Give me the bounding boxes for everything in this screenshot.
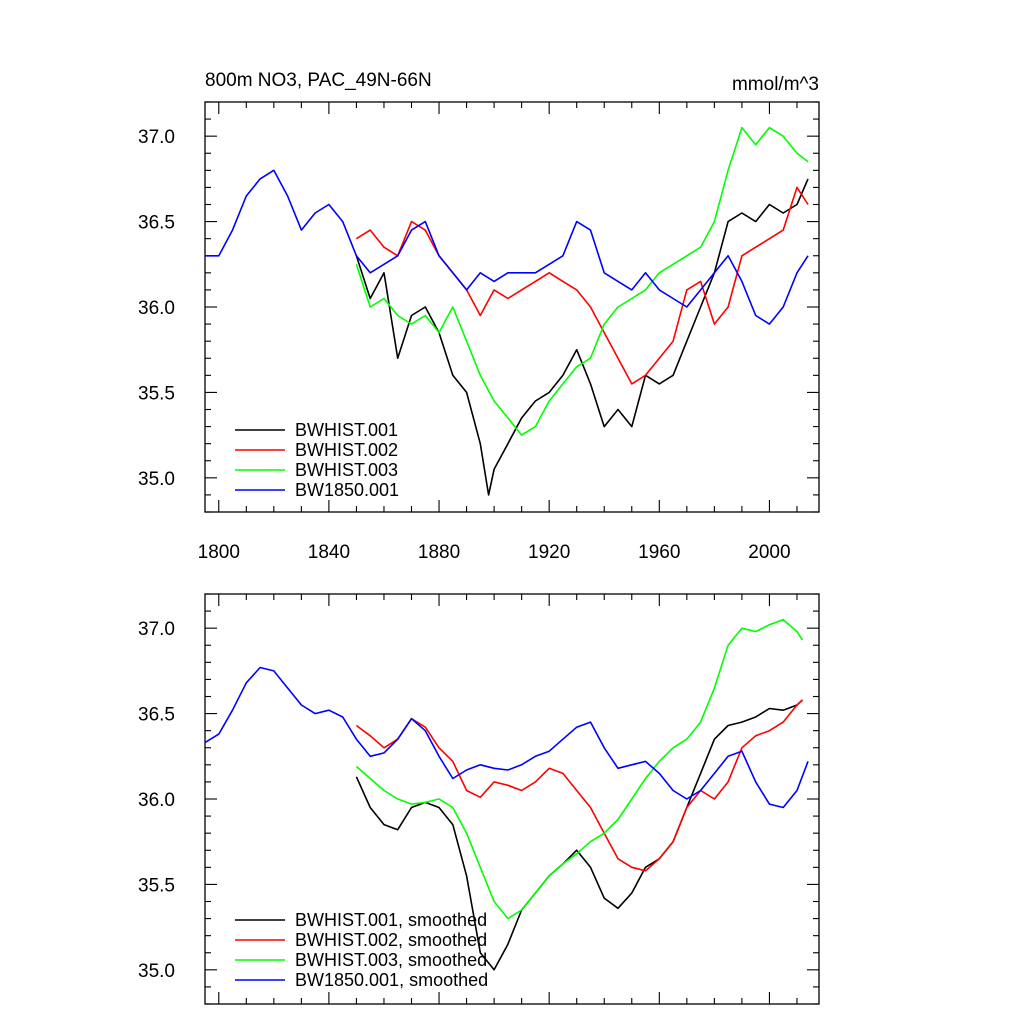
y-tick-label: 35.5 xyxy=(138,383,175,404)
series-line xyxy=(204,666,809,809)
x-tick-label: 1920 xyxy=(528,542,570,563)
y-tick-label: 35.0 xyxy=(138,961,175,982)
y-tick-label: 36.0 xyxy=(138,790,175,811)
legend-label: BWHIST.001 xyxy=(295,420,398,440)
series-line xyxy=(355,126,809,436)
legend-label: BWHIST.002 xyxy=(295,440,398,460)
legend-label: BW1850.001 xyxy=(295,480,399,500)
legend-label: BWHIST.002, smoothed xyxy=(295,930,487,950)
chart-panel-2: 35.0 35.5 36.0 36.5 37.0 BWHIST.001, smoothed… xyxy=(138,593,820,1005)
y-tick-label: 36.0 xyxy=(138,298,175,319)
y-tick-label: 35.5 xyxy=(138,875,175,896)
series-line xyxy=(355,618,804,920)
legend-label: BWHIST.003, smoothed xyxy=(295,950,487,970)
x-tick-label: 1880 xyxy=(418,542,460,563)
chart-title: 800m NO3, PAC_49N-66N xyxy=(205,70,432,91)
x-tick-label: 2000 xyxy=(748,542,790,563)
y-tick-label: 37.0 xyxy=(138,127,175,148)
series-line xyxy=(355,178,809,496)
series-line xyxy=(205,169,809,325)
y-tick-label: 36.5 xyxy=(138,705,175,726)
legend-label: BWHIST.003 xyxy=(295,460,398,480)
y-tick-label: 37.0 xyxy=(138,619,175,640)
x-tick-label: 1960 xyxy=(638,542,680,563)
units-label: mmol/m^3 xyxy=(732,74,819,95)
series-line xyxy=(355,186,809,385)
x-tick-label: 1840 xyxy=(308,542,350,563)
legend-label: BWHIST.001, smoothed xyxy=(295,910,487,930)
series-line xyxy=(355,699,804,872)
x-tick-label: 1800 xyxy=(198,542,240,563)
y-tick-label: 36.5 xyxy=(138,213,175,234)
series-line xyxy=(355,699,804,971)
chart-panel-1: 35.0 35.5 36.0 36.5 37.0 1800 1840 1880 1920 1960… xyxy=(138,70,820,563)
y-tick-label: 35.0 xyxy=(138,469,175,490)
legend-label: BW1850.001, smoothed xyxy=(295,970,488,990)
